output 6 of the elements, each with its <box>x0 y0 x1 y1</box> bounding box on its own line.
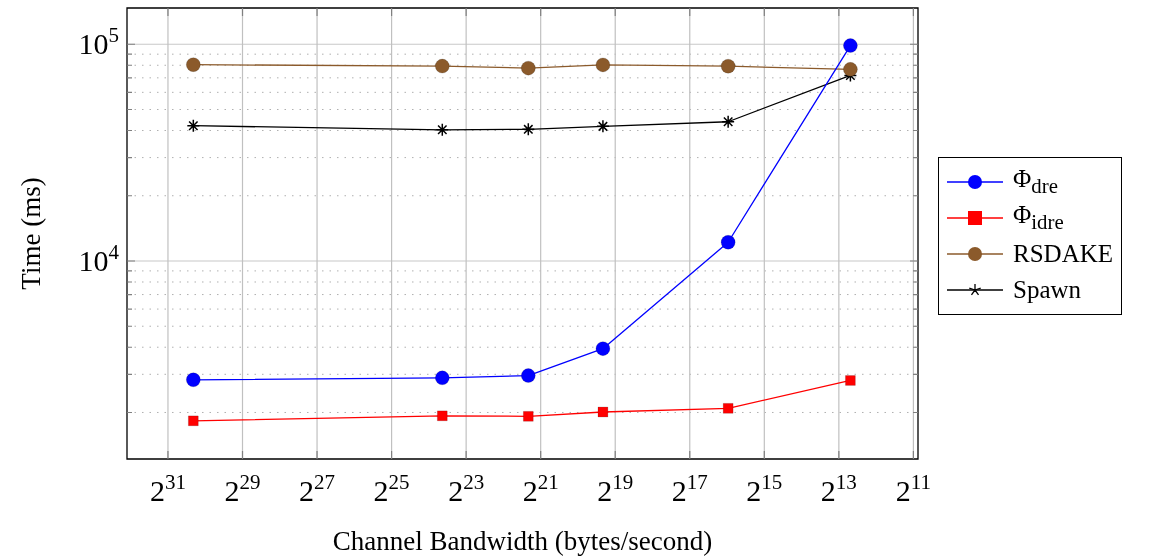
legend-label: Spawn <box>1013 276 1082 304</box>
y-axis-title: Time (ms) <box>16 177 46 290</box>
legend-label: RSDAKE <box>1013 240 1114 268</box>
legend-label: Φ$_{dre}$ <box>1013 165 1058 199</box>
legend-label: Φ$_{idre}$ <box>1013 201 1064 235</box>
x-axis-title: Channel Bandwidth (bytes/second) <box>332 526 713 556</box>
